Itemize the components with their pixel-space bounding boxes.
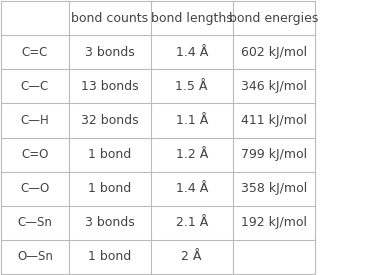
Text: bond counts: bond counts (71, 12, 148, 25)
Text: 192 kJ/mol: 192 kJ/mol (241, 216, 307, 229)
Text: 799 kJ/mol: 799 kJ/mol (241, 148, 307, 161)
Text: 2 Å: 2 Å (182, 250, 202, 263)
Text: C=C: C=C (22, 46, 48, 59)
Text: 411 kJ/mol: 411 kJ/mol (241, 114, 307, 127)
Text: 1 bond: 1 bond (88, 148, 131, 161)
Text: 1.2 Å: 1.2 Å (176, 148, 208, 161)
Text: 3 bonds: 3 bonds (85, 216, 135, 229)
Text: 3 bonds: 3 bonds (85, 46, 135, 59)
Text: 1.4 Å: 1.4 Å (176, 46, 208, 59)
Text: 1 bond: 1 bond (88, 250, 131, 263)
Text: 358 kJ/mol: 358 kJ/mol (241, 182, 307, 195)
Text: 1.1 Å: 1.1 Å (176, 114, 208, 127)
Text: C—O: C—O (20, 182, 50, 195)
Text: 1 bond: 1 bond (88, 182, 131, 195)
Text: 1.4 Å: 1.4 Å (176, 182, 208, 195)
Text: C—C: C—C (21, 80, 49, 93)
Text: C=O: C=O (21, 148, 49, 161)
Text: 2.1 Å: 2.1 Å (176, 216, 208, 229)
Text: bond energies: bond energies (229, 12, 318, 25)
Text: 13 bonds: 13 bonds (81, 80, 138, 93)
Text: C—Sn: C—Sn (18, 216, 52, 229)
Text: C—H: C—H (21, 114, 49, 127)
Text: O—Sn: O—Sn (17, 250, 53, 263)
Text: 32 bonds: 32 bonds (81, 114, 138, 127)
Text: 1.5 Å: 1.5 Å (176, 80, 208, 93)
Text: bond lengths: bond lengths (151, 12, 233, 25)
Text: 346 kJ/mol: 346 kJ/mol (241, 80, 307, 93)
Text: 602 kJ/mol: 602 kJ/mol (241, 46, 307, 59)
